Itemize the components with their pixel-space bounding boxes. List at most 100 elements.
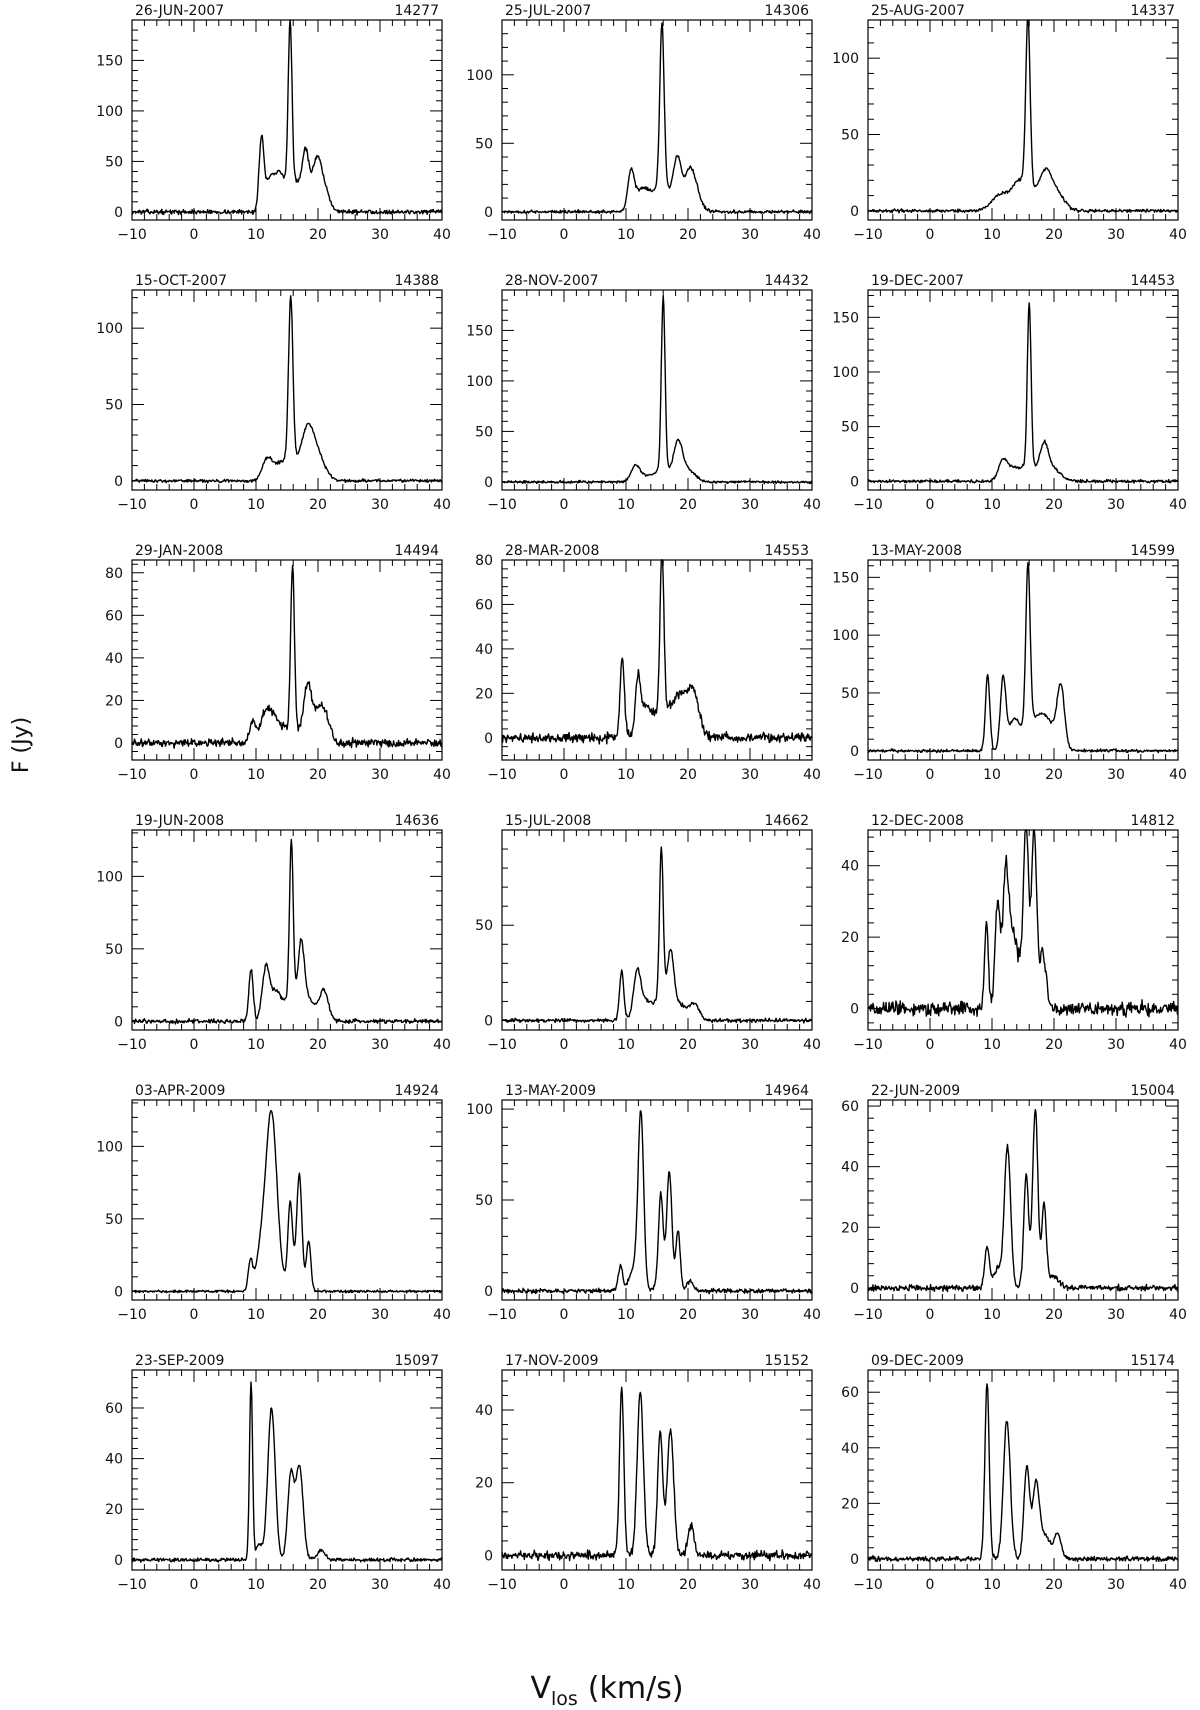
spectrum-line [867, 302, 1179, 484]
panel-id-label: 15152 [764, 1353, 809, 1369]
x-tick-label: −10 [117, 227, 147, 243]
y-tick-label: 0 [850, 744, 859, 760]
spectrum-panel: 19-DEC-2007 14453 −10 0 10 20 30 40 0 50 100 150 [832, 273, 1187, 513]
panel-date-label: 25-AUG-2007 [871, 3, 965, 19]
spectrum-panel: 15-JUL-2008 14662 −10 0 10 20 30 40 0 50 [475, 813, 821, 1053]
y-tick-label: 40 [841, 1441, 859, 1457]
y-tick-label: 20 [841, 1220, 859, 1236]
x-tick-label: 40 [1169, 1037, 1187, 1053]
x-tick-label: 10 [247, 497, 265, 513]
y-tick-label: 20 [105, 693, 123, 709]
x-tick-label: 0 [190, 1037, 199, 1053]
x-tick-label: 40 [433, 497, 451, 513]
x-tick-label: −10 [853, 767, 883, 783]
y-tick-label: 0 [484, 475, 493, 491]
x-tick-label: 10 [983, 1307, 1001, 1323]
x-tick-label: −10 [487, 227, 517, 243]
panel-id-label: 14453 [1130, 273, 1175, 289]
panel-id-label: 14964 [764, 1083, 809, 1099]
y-tick-label: 20 [105, 1502, 123, 1518]
x-tick-label: 30 [1107, 227, 1125, 243]
panel-id-label: 14599 [1130, 543, 1175, 559]
panel-frame [131, 19, 443, 221]
spectrum-panel: 29-JAN-2008 14494 −10 0 10 20 30 40 0 20 40 60 80 [105, 543, 451, 783]
y-tick-label: 150 [466, 323, 493, 339]
x-tick-label: 10 [617, 767, 635, 783]
x-tick-label: 20 [1045, 767, 1063, 783]
x-tick-label: 20 [679, 497, 697, 513]
y-tick-label: 50 [105, 1212, 123, 1228]
x-tick-label: 10 [617, 1577, 635, 1593]
y-tick-label: 0 [484, 1284, 493, 1300]
panel-date-label: 23-SEP-2009 [135, 1353, 224, 1369]
y-tick-label: 40 [841, 859, 859, 875]
x-tick-label: 0 [190, 1577, 199, 1593]
x-tick-label: 30 [1107, 1307, 1125, 1323]
panel-date-label: 19-JUN-2008 [135, 813, 224, 829]
x-tick-label: 40 [433, 227, 451, 243]
panel-frame [867, 559, 1179, 761]
x-tick-label: 20 [679, 767, 697, 783]
y-tick-label: 80 [475, 553, 493, 569]
panel-date-label: 13-MAY-2008 [871, 543, 962, 559]
x-tick-label: 40 [1169, 227, 1187, 243]
y-tick-label: 80 [105, 566, 123, 582]
panel-date-label: 28-NOV-2007 [505, 273, 599, 289]
spectrum-line [501, 295, 813, 485]
x-tick-label: 0 [926, 767, 935, 783]
x-tick-label: 20 [309, 1307, 327, 1323]
x-tick-label: 40 [803, 1307, 821, 1323]
spectrum-line [867, 1383, 1179, 1563]
spectrum-line [131, 838, 443, 1025]
panel-date-label: 22-JUN-2009 [871, 1083, 960, 1099]
y-tick-label: 0 [114, 1553, 123, 1569]
y-tick-label: 100 [832, 51, 859, 67]
panel-date-label: 29-JAN-2008 [135, 543, 223, 559]
y-tick-label: 40 [841, 1160, 859, 1176]
x-tick-label: 0 [926, 497, 935, 513]
y-tick-label: 0 [850, 1552, 859, 1568]
spectrum-line [131, 295, 443, 484]
spectrum-panel: 22-JUN-2009 15004 −10 0 10 20 30 40 0 20 40 60 [841, 1083, 1187, 1323]
y-tick-label: 50 [475, 1193, 493, 1209]
y-tick-label: 0 [114, 205, 123, 221]
panel-id-label: 14553 [764, 543, 809, 559]
spectrum-line [867, 19, 1179, 214]
y-tick-label: 20 [475, 686, 493, 702]
spectrum-line [131, 564, 443, 749]
x-tick-label: 0 [926, 1307, 935, 1323]
x-tick-label: 30 [741, 1307, 759, 1323]
x-tick-label: 30 [1107, 497, 1125, 513]
panel-id-label: 14662 [764, 813, 809, 829]
panel-date-label: 15-JUL-2008 [505, 813, 591, 829]
y-tick-label: 100 [96, 1139, 123, 1155]
spectrum-panel: 26-JUN-2007 14277 −10 0 10 20 30 40 0 50 100 150 [96, 3, 451, 243]
panel-date-label: 25-JUL-2007 [505, 3, 591, 19]
y-tick-label: 50 [105, 942, 123, 958]
x-tick-label: 0 [190, 227, 199, 243]
x-tick-label: 0 [560, 227, 569, 243]
x-tick-label: 30 [371, 1037, 389, 1053]
x-tick-label: 20 [1045, 497, 1063, 513]
panel-id-label: 15174 [1130, 1353, 1175, 1369]
x-tick-label: 10 [617, 497, 635, 513]
x-axis-title-subscript: los [551, 1688, 578, 1710]
panel-id-label: 14924 [394, 1083, 439, 1099]
x-tick-label: 30 [741, 227, 759, 243]
x-tick-label: 30 [371, 497, 389, 513]
y-tick-label: 50 [105, 398, 123, 414]
spectrum-line [867, 561, 1179, 754]
spectrum-panel: 17-NOV-2009 15152 −10 0 10 20 30 40 0 20 40 [475, 1353, 821, 1593]
spectrum-line [501, 559, 813, 745]
x-tick-label: 20 [309, 1037, 327, 1053]
y-tick-label: 20 [841, 1496, 859, 1512]
x-tick-label: 10 [617, 1307, 635, 1323]
x-tick-label: 0 [560, 767, 569, 783]
y-tick-label: 20 [841, 930, 859, 946]
spectrum-panel: 25-AUG-2007 14337 −10 0 10 20 30 40 0 50 100 [832, 3, 1187, 243]
spectrum-panel: 28-MAR-2008 14553 −10 0 10 20 30 40 0 20 40 60 80 [475, 543, 821, 783]
panel-frame [131, 289, 443, 491]
spectrum-line [131, 1109, 443, 1294]
